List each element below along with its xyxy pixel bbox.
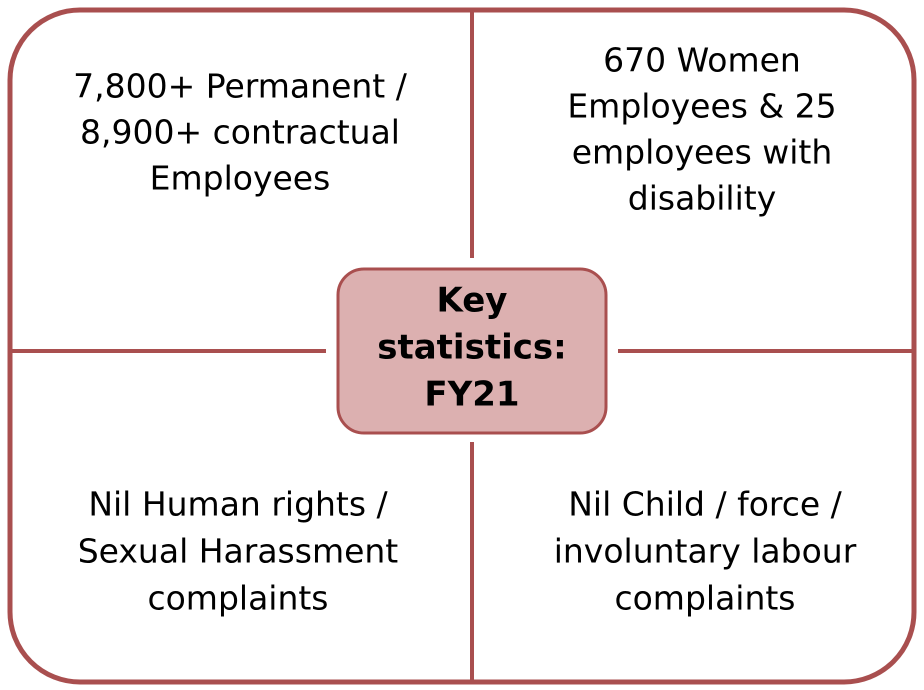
quadrant-text: complaints <box>614 579 795 618</box>
quadrant-text: 670 Women <box>603 41 801 80</box>
quadrant-text: involuntary labour <box>554 532 857 571</box>
quadrant-text: complaints <box>147 579 328 618</box>
center-label: statistics: <box>377 328 566 368</box>
quadrant-text: Nil Child / force / <box>568 485 842 524</box>
quadrant-text: Employees & 25 <box>567 87 836 126</box>
quadrant-text: disability <box>628 179 776 218</box>
center-label: Key <box>437 281 508 321</box>
quadrant-text: 7,800+ Permanent / <box>73 67 408 106</box>
quadrant-text: Nil Human rights / <box>88 485 388 524</box>
quadrant-text: employees with <box>572 133 833 172</box>
center-label: FY21 <box>424 375 519 415</box>
quadrant-text: Employees <box>150 159 331 198</box>
quadrant-text: Sexual Harassment <box>78 532 399 571</box>
center-box <box>336 267 608 435</box>
quadrant-text: 8,900+ contractual <box>80 113 400 152</box>
